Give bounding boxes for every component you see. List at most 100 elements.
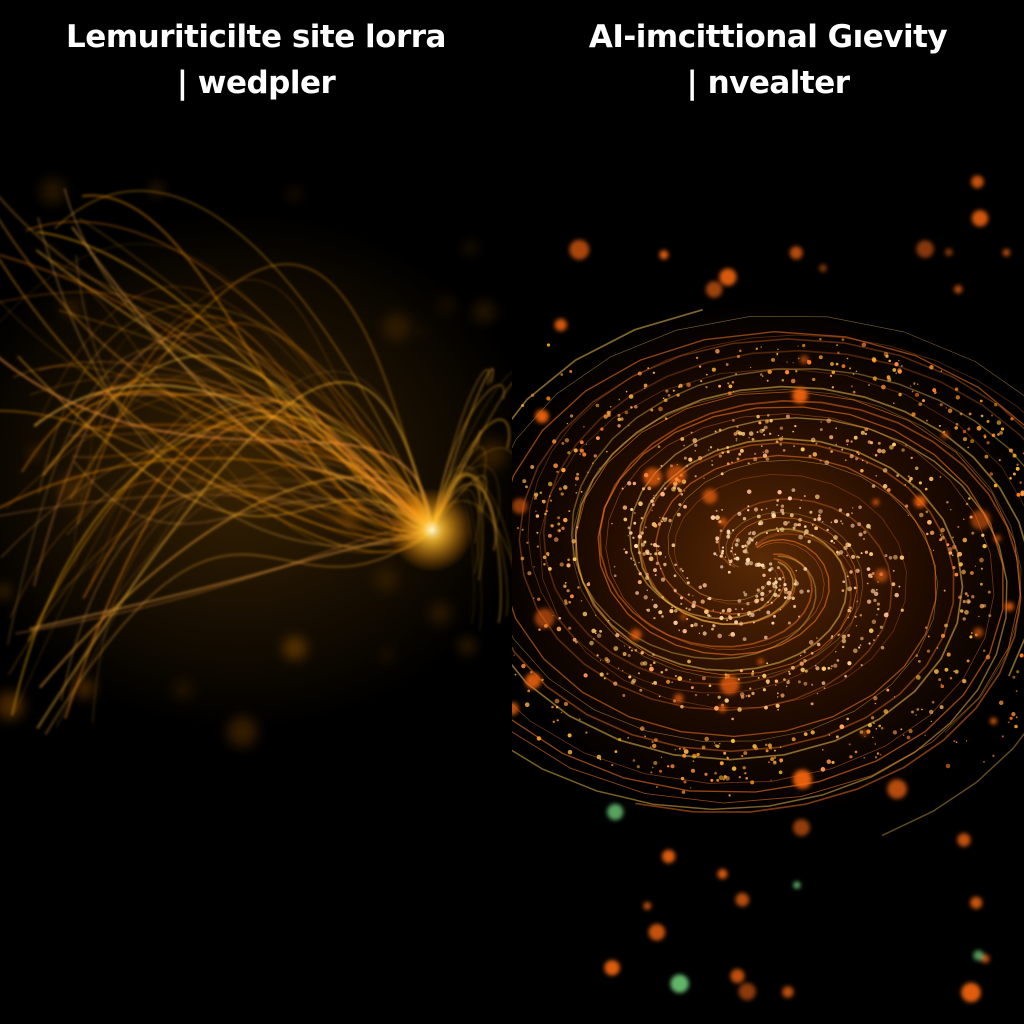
particle (872, 639, 876, 642)
particle (1019, 481, 1023, 484)
particle (783, 587, 788, 592)
filament-strand (29, 528, 433, 630)
particle (628, 424, 630, 427)
particle (794, 425, 797, 427)
bokeh-dot (717, 869, 728, 879)
particle (554, 698, 560, 704)
particle (779, 585, 781, 587)
particle (878, 724, 882, 728)
particle (954, 387, 959, 391)
particle (918, 660, 921, 663)
particle (844, 459, 847, 462)
particle (569, 370, 573, 373)
particle (866, 523, 871, 529)
particle (970, 439, 975, 444)
particle (910, 385, 912, 387)
particle (837, 634, 840, 636)
particle (538, 628, 541, 631)
particle (797, 523, 802, 527)
particle (567, 749, 573, 755)
particle (526, 541, 529, 544)
particle (748, 532, 751, 536)
bokeh-dot (971, 175, 984, 189)
particle (643, 383, 648, 388)
particle (857, 453, 860, 456)
particle (686, 464, 689, 468)
particle (768, 590, 772, 593)
particle (803, 525, 807, 528)
particle (873, 598, 877, 603)
particle (849, 606, 852, 610)
particle (966, 659, 970, 663)
particle (580, 490, 583, 493)
particle (951, 554, 954, 557)
particle (968, 497, 971, 500)
particle (940, 683, 943, 686)
particle (980, 414, 984, 418)
particle (725, 363, 729, 366)
particle (680, 437, 685, 441)
particle (787, 621, 791, 625)
particle (830, 665, 834, 668)
bokeh-dot (957, 833, 971, 847)
particle (982, 543, 987, 549)
particle (759, 609, 761, 611)
particle (853, 435, 858, 440)
bokeh-dot (525, 672, 542, 689)
particle (629, 531, 633, 535)
particle (950, 508, 952, 511)
particle (816, 637, 818, 639)
particle (737, 511, 742, 516)
particle (730, 550, 733, 553)
filament-strand (8, 489, 433, 676)
bokeh-dot (705, 281, 723, 298)
particle (627, 653, 631, 658)
particle (776, 566, 780, 570)
particle (968, 412, 972, 416)
particle (841, 522, 844, 525)
particle (577, 586, 580, 589)
particle (711, 367, 716, 372)
particle (728, 794, 731, 797)
filament-strand (38, 361, 433, 531)
particle (666, 679, 671, 684)
bokeh-dot (57, 475, 87, 505)
particle (1014, 724, 1018, 729)
particle (678, 747, 681, 750)
particle (781, 576, 784, 579)
particle (766, 662, 769, 665)
particle (775, 527, 778, 530)
filament-strand (45, 322, 433, 531)
particle (860, 663, 863, 667)
particle (774, 577, 776, 579)
particle (778, 770, 783, 775)
particle (765, 743, 768, 747)
particle (678, 629, 681, 632)
particle (944, 623, 948, 628)
particle (530, 465, 535, 469)
particle (771, 621, 775, 625)
particle (904, 484, 907, 486)
particle (627, 481, 632, 486)
particle (568, 626, 572, 630)
right-caption: AI-imcittional Gıevity | nvealter (512, 14, 1024, 106)
particle (742, 591, 746, 594)
particle (877, 441, 881, 445)
particle (777, 708, 780, 711)
particle (767, 761, 771, 764)
particle (671, 606, 673, 609)
particle (1016, 492, 1021, 497)
particle (783, 583, 787, 587)
particle (835, 550, 839, 554)
particle (521, 663, 526, 669)
particle (756, 514, 761, 519)
particle (558, 616, 562, 620)
particle (560, 711, 563, 714)
particle (650, 408, 654, 412)
particle (648, 556, 654, 562)
particle (713, 742, 716, 744)
particle (874, 743, 877, 745)
particle (731, 381, 735, 384)
particle (771, 357, 775, 362)
particle (766, 580, 772, 586)
